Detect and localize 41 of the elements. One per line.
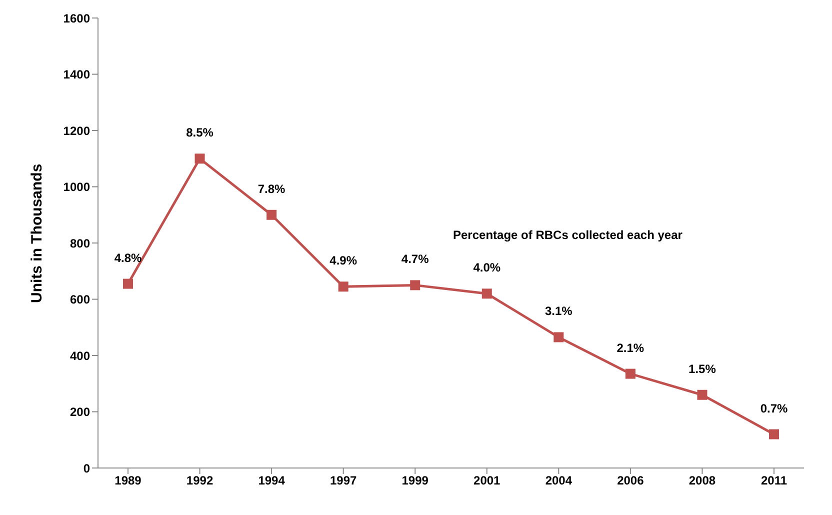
y-axis-title: Units in Thousands	[28, 164, 46, 303]
x-tick-label: 1989	[114, 474, 142, 488]
y-tick-label: 1400	[63, 68, 90, 82]
annotation: 7.8%	[258, 182, 286, 196]
y-tick-label: 1000	[63, 180, 90, 194]
y-tick-label: 1600	[63, 11, 90, 26]
point	[123, 278, 133, 289]
y-tick-label: 1200	[63, 124, 90, 138]
x-tick-label: 2008	[688, 474, 716, 488]
point	[266, 210, 277, 220]
point	[769, 429, 779, 440]
x-tick-label: 1992	[186, 474, 214, 488]
annotation: 8.5%	[186, 126, 214, 140]
point	[338, 282, 348, 292]
point	[554, 332, 564, 342]
x-tick-label: 2011	[760, 474, 788, 488]
annotation: 2.1%	[616, 340, 644, 355]
point	[410, 280, 420, 290]
y-tick-label: 800	[70, 236, 90, 250]
annotation: 4.8%	[114, 250, 142, 265]
annotation: Percentage of RBCs collected each year	[453, 228, 682, 242]
point	[482, 288, 492, 299]
x-tick-label: 1997	[330, 474, 358, 488]
annotation: 4.7%	[401, 252, 430, 266]
x-tick-label: 1999	[402, 474, 429, 488]
y-tick-label: 0	[83, 461, 90, 476]
annotation: 3.1%	[544, 304, 573, 318]
x-tick-label: 1994	[258, 474, 286, 488]
point	[625, 368, 636, 379]
x-tick-label: 2001	[474, 474, 501, 488]
x-tick-label: 2004	[545, 474, 572, 488]
y-tick-label: 600	[70, 292, 90, 307]
point	[194, 154, 205, 164]
annotation: 4.0%	[473, 260, 501, 275]
y-tick-label: 400	[70, 348, 90, 363]
annotation: 1.5%	[688, 362, 716, 376]
annotation: 0.7%	[760, 401, 788, 416]
y-tick-label: 200	[70, 405, 90, 420]
point	[697, 390, 708, 400]
annotation: 4.9%	[330, 254, 358, 268]
x-tick-label: 2006	[617, 474, 644, 488]
